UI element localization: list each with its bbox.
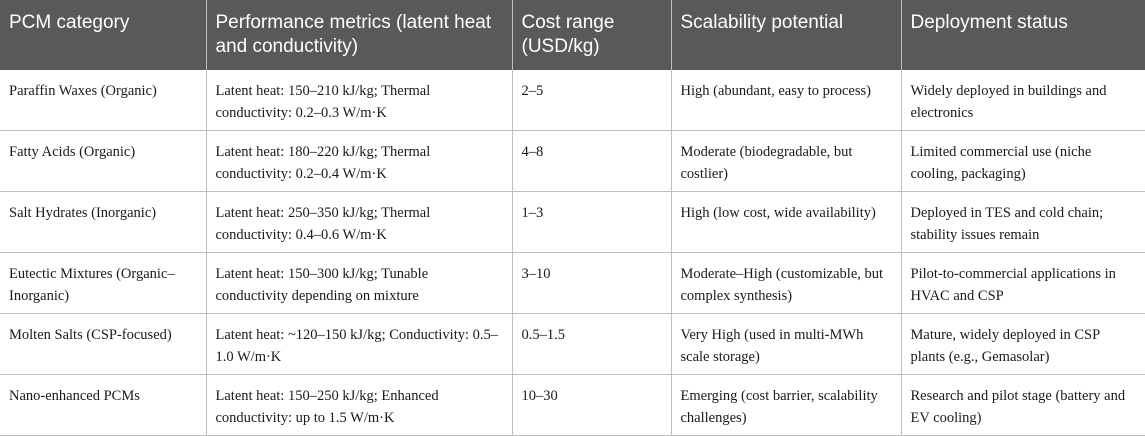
cell-scalability: Very High (used in multi-MWh scale stora…	[670, 313, 901, 375]
cell-scalability: High (abundant, easy to process)	[670, 70, 901, 131]
cell-cost: 1–3	[511, 191, 671, 253]
cell-category: Salt Hydrates (Inorganic)	[0, 191, 206, 253]
cell-performance: Latent heat: 180–220 kJ/kg; Thermal cond…	[205, 130, 512, 192]
cell-category: Eutectic Mixtures (Organic–Inorganic)	[0, 252, 206, 314]
cell-category: Paraffin Waxes (Organic)	[0, 70, 206, 131]
cell-performance: Latent heat: 150–300 kJ/kg; Tunable cond…	[205, 252, 512, 314]
cell-deployment: Limited commercial use (niche cooling, p…	[900, 130, 1145, 192]
table-header: PCM category Performance metrics (latent…	[0, 0, 1145, 70]
cell-deployment: Research and pilot stage (battery and EV…	[900, 374, 1145, 436]
cell-category: Nano-enhanced PCMs	[0, 374, 206, 436]
cell-cost: 10–30	[511, 374, 671, 436]
cell-performance: Latent heat: 150–210 kJ/kg; Thermal cond…	[205, 70, 512, 131]
table-row: Salt Hydrates (Inorganic) Latent heat: 2…	[0, 191, 1145, 253]
header-deployment-status: Deployment status	[900, 0, 1145, 70]
cell-cost: 3–10	[511, 252, 671, 314]
cell-cost: 2–5	[511, 70, 671, 131]
table-body: Paraffin Waxes (Organic) Latent heat: 15…	[0, 70, 1145, 436]
header-scalability-potential: Scalability potential	[670, 0, 901, 70]
cell-deployment: Mature, widely deployed in CSP plants (e…	[900, 313, 1145, 375]
table-row: Molten Salts (CSP-focused) Latent heat: …	[0, 313, 1145, 375]
cell-scalability: Moderate–High (customizable, but complex…	[670, 252, 901, 314]
table-row: Fatty Acids (Organic) Latent heat: 180–2…	[0, 130, 1145, 192]
cell-deployment: Pilot-to-commercial applications in HVAC…	[900, 252, 1145, 314]
cell-performance: Latent heat: 150–250 kJ/kg; Enhanced con…	[205, 374, 512, 436]
cell-scalability: Emerging (cost barrier, scalability chal…	[670, 374, 901, 436]
cell-deployment: Deployed in TES and cold chain; stabilit…	[900, 191, 1145, 253]
cell-performance: Latent heat: ~120–150 kJ/kg; Conductivit…	[205, 313, 512, 375]
cell-category: Fatty Acids (Organic)	[0, 130, 206, 192]
cell-scalability: Moderate (biodegradable, but costlier)	[670, 130, 901, 192]
cell-cost: 4–8	[511, 130, 671, 192]
table-row: Nano-enhanced PCMs Latent heat: 150–250 …	[0, 374, 1145, 436]
cell-deployment: Widely deployed in buildings and electro…	[900, 70, 1145, 131]
cell-performance: Latent heat: 250–350 kJ/kg; Thermal cond…	[205, 191, 512, 253]
cell-scalability: High (low cost, wide availability)	[670, 191, 901, 253]
header-performance-metrics: Performance metrics (latent heat and con…	[205, 0, 512, 70]
header-pcm-category: PCM category	[0, 0, 206, 70]
header-cost-range: Cost range (USD/kg)	[511, 0, 671, 70]
cell-cost: 0.5–1.5	[511, 313, 671, 375]
table-row: Eutectic Mixtures (Organic–Inorganic) La…	[0, 252, 1145, 314]
header-row: PCM category Performance metrics (latent…	[0, 0, 1145, 70]
cell-category: Molten Salts (CSP-focused)	[0, 313, 206, 375]
table-row: Paraffin Waxes (Organic) Latent heat: 15…	[0, 70, 1145, 131]
